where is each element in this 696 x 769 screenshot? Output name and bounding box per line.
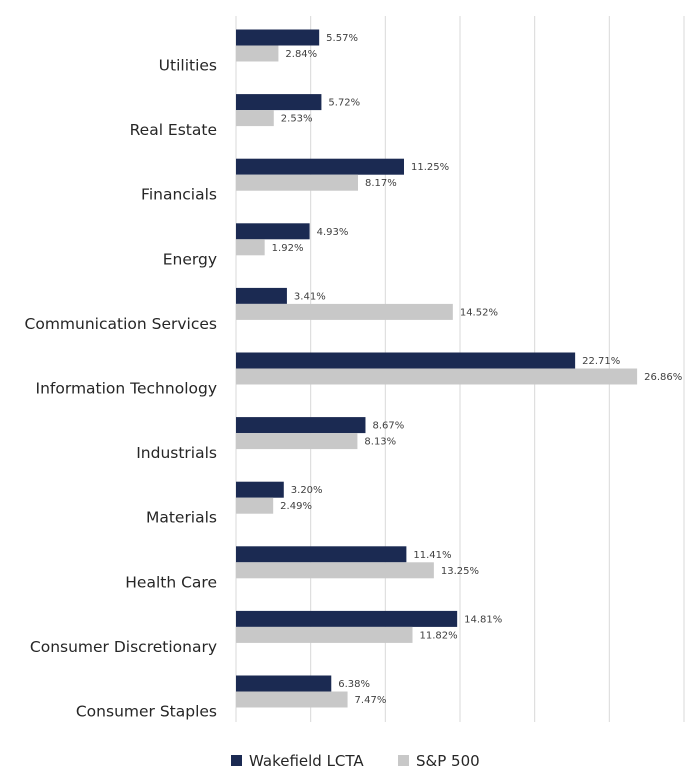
value-label-sandp-500-industrials: 8.13% [364, 437, 396, 448]
value-label-sandp-500-health-care: 13.25% [441, 566, 479, 577]
category-label-industrials: Industrials [136, 444, 217, 462]
value-label-wakefield-lcta-industrials: 8.67% [372, 421, 404, 432]
value-label-wakefield-lcta-financials: 11.25% [411, 162, 449, 173]
bar-wakefield-lcta-energy [236, 223, 310, 240]
value-label-wakefield-lcta-energy: 4.93% [317, 227, 349, 238]
value-label-sandp-500-utilities: 2.84% [285, 49, 317, 60]
category-label-energy: Energy [163, 250, 217, 268]
value-label-sandp-500-energy: 1.92% [272, 243, 304, 254]
category-label-consumer-discretionary: Consumer Discretionary [30, 638, 217, 656]
bar-wakefield-lcta-utilities [236, 29, 320, 46]
value-label-sandp-500-communication-services: 14.52% [460, 307, 498, 318]
bar-sandp-500-materials [236, 497, 274, 514]
category-label-financials: Financials [141, 186, 217, 204]
bar-sandp-500-real-estate [236, 110, 274, 127]
category-labels: Utilities Real Estate Financials Energy Comm… [25, 57, 217, 721]
value-label-wakefield-lcta-consumer-discretionary: 14.81% [464, 614, 502, 625]
bar-wakefield-lcta-industrials [236, 417, 366, 434]
bar-sandp-500-health-care [236, 562, 434, 579]
value-label-wakefield-lcta-communication-services: 3.41% [294, 291, 326, 302]
bar-sandp-500-information-technology [236, 368, 638, 385]
value-label-wakefield-lcta-materials: 3.20% [291, 485, 323, 496]
value-label-wakefield-lcta-health-care: 11.41% [413, 550, 451, 561]
bar-sandp-500-industrials [236, 433, 358, 450]
bar-sandp-500-consumer-staples [236, 691, 348, 708]
legend-label-wakefield-lcta: Wakefield LCTA [249, 752, 364, 769]
bar-wakefield-lcta-real-estate [236, 94, 322, 111]
bar-sandp-500-consumer-discretionary [236, 626, 413, 643]
bar-wakefield-lcta-health-care [236, 546, 407, 563]
legend-swatch-sandp-500 [398, 755, 409, 766]
value-label-sandp-500-consumer-staples: 7.47% [355, 695, 387, 706]
bar-wakefield-lcta-financials [236, 158, 404, 175]
category-label-communication-services: Communication Services [25, 315, 217, 333]
value-label-wakefield-lcta-utilities: 5.57% [326, 33, 358, 44]
value-label-sandp-500-financials: 8.17% [365, 178, 397, 189]
bars: 5.57% 2.84% 5.72% 2.53% 11.25% 8.17% 4.93% 1.92… [236, 29, 682, 708]
category-label-utilities: Utilities [159, 57, 217, 75]
category-label-information-technology: Information Technology [36, 380, 217, 398]
value-label-wakefield-lcta-real-estate: 5.72% [328, 98, 360, 109]
category-label-real-estate: Real Estate [130, 121, 217, 139]
value-label-wakefield-lcta-information-technology: 22.71% [582, 356, 620, 367]
bar-wakefield-lcta-information-technology [236, 352, 576, 369]
legend: Wakefield LCTA S&P 500 [231, 752, 480, 769]
legend-swatch-wakefield-lcta [231, 755, 242, 766]
bar-wakefield-lcta-consumer-staples [236, 675, 332, 692]
category-label-materials: Materials [146, 509, 217, 527]
value-label-wakefield-lcta-consumer-staples: 6.38% [338, 679, 370, 690]
category-label-consumer-staples: Consumer Staples [76, 703, 217, 721]
value-label-sandp-500-real-estate: 2.53% [281, 114, 313, 125]
bar-sandp-500-communication-services [236, 303, 453, 320]
value-label-sandp-500-information-technology: 26.86% [644, 372, 682, 383]
legend-label-sandp-500: S&P 500 [416, 752, 480, 769]
bar-wakefield-lcta-consumer-discretionary [236, 610, 458, 627]
bar-sandp-500-financials [236, 174, 359, 191]
value-label-sandp-500-consumer-discretionary: 11.82% [420, 630, 458, 641]
bar-wakefield-lcta-materials [236, 481, 284, 498]
bar-wakefield-lcta-communication-services [236, 287, 287, 304]
bar-sandp-500-energy [236, 239, 265, 256]
bar-sandp-500-utilities [236, 45, 279, 62]
value-label-sandp-500-materials: 2.49% [280, 501, 312, 512]
category-label-health-care: Health Care [125, 573, 217, 591]
